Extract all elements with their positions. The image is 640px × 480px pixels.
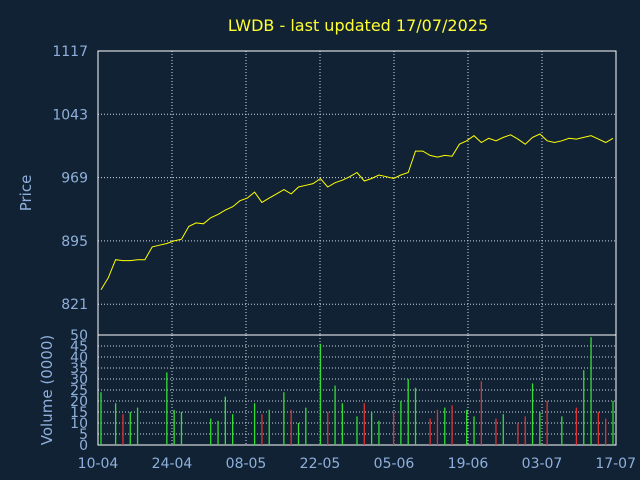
- volume-bars: [100, 337, 614, 445]
- volume-tick-label: 5: [79, 427, 88, 443]
- price-tick-label: 969: [61, 171, 88, 187]
- x-tick-label: 10-04: [78, 456, 119, 472]
- volume-tick-label: 20: [70, 394, 88, 410]
- price-tick-label: 895: [61, 234, 88, 250]
- volume-tick-label: 30: [70, 372, 88, 388]
- x-tick-label: 17-07: [595, 456, 636, 472]
- volume-tick-label: 45: [70, 339, 88, 355]
- price-axis-label: Price: [17, 175, 35, 212]
- volume-tick-label: 0: [79, 438, 88, 454]
- price-grid: [98, 51, 616, 335]
- volume-tick-label: 10: [70, 416, 88, 432]
- price-tick-label: 1043: [52, 107, 88, 123]
- price-tick-label: 821: [61, 297, 88, 313]
- volume-tick-label: 40: [70, 350, 88, 366]
- x-tick-label: 24-04: [152, 456, 193, 472]
- price-y-axis: 1117 1043 969 895 821: [52, 44, 88, 313]
- volume-tick-label: 15: [70, 405, 88, 421]
- price-panel-frame: [97, 50, 617, 336]
- volume-axis-label: Volume (0000): [38, 335, 56, 445]
- x-tick-label: 05-06: [374, 456, 415, 472]
- chart-title: LWDB - last updated 17/07/2025: [228, 16, 488, 35]
- x-tick-label: 03-07: [522, 456, 563, 472]
- x-tick-label: 22-05: [300, 456, 341, 472]
- price-tick-label: 1117: [52, 44, 88, 60]
- x-axis: 10-04 24-04 08-05 22-05 05-06 19-06 03-07 17-07: [78, 456, 636, 472]
- volume-tick-label: 50: [70, 328, 88, 344]
- volume-tick-label: 25: [70, 383, 88, 399]
- price-line: [100, 133, 614, 290]
- x-tick-label: 08-05: [226, 456, 267, 472]
- x-tick-label: 19-06: [448, 456, 489, 472]
- volume-tick-label: 35: [70, 361, 88, 377]
